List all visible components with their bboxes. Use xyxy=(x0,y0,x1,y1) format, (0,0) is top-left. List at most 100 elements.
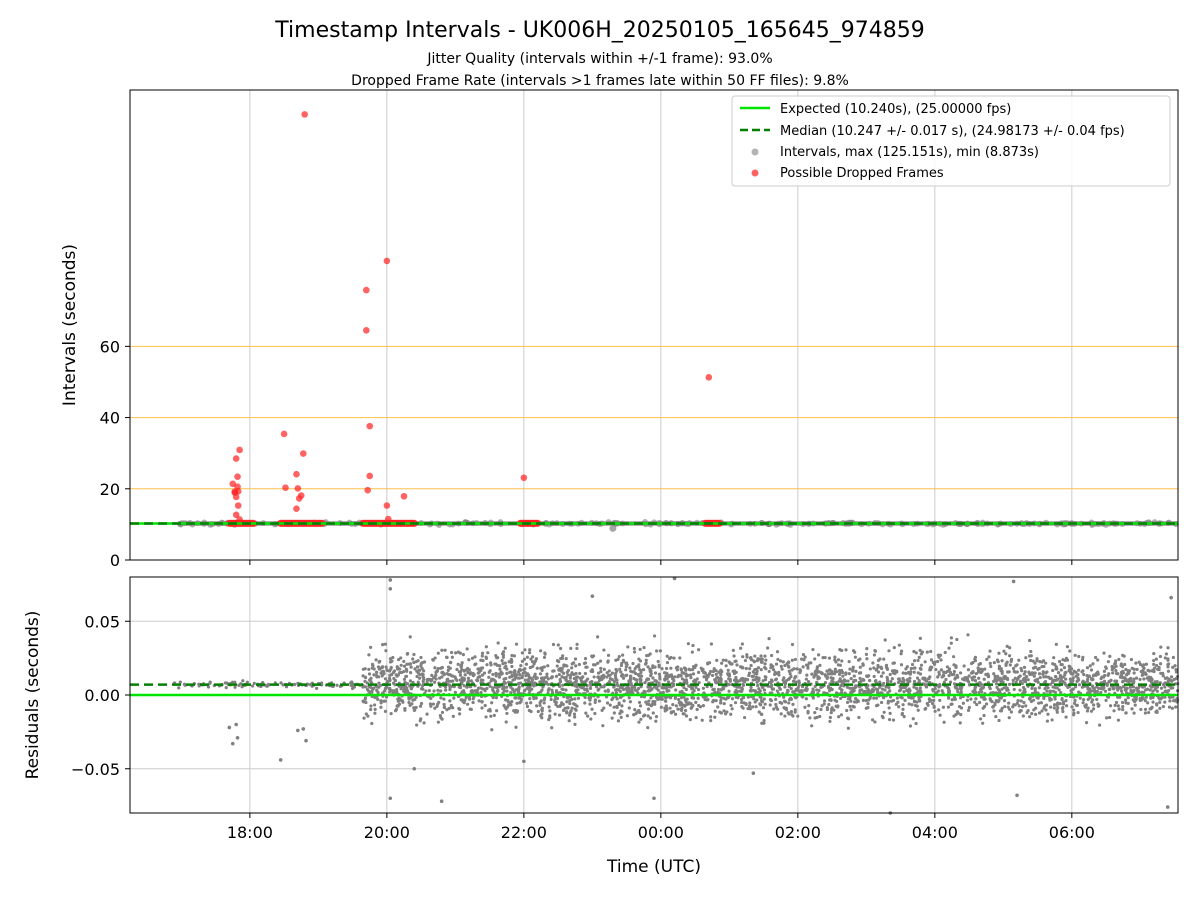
residual-point xyxy=(782,699,787,703)
residual-point xyxy=(1135,667,1139,672)
dropped-frame-point xyxy=(234,502,242,509)
residual-point xyxy=(683,678,688,683)
residual-point xyxy=(412,652,416,657)
legend-dropped-label: Possible Dropped Frames xyxy=(780,166,944,181)
residual-point xyxy=(925,701,929,706)
residual-point xyxy=(456,650,460,654)
residual-point xyxy=(934,667,938,672)
residual-point xyxy=(912,670,916,674)
residual-point xyxy=(1169,675,1174,679)
residual-point xyxy=(936,689,940,693)
residual-point xyxy=(807,661,811,665)
residual-point xyxy=(684,708,688,713)
residual-point xyxy=(788,697,792,702)
residual-point xyxy=(482,671,487,675)
residual-point xyxy=(573,697,577,701)
residual-point xyxy=(833,698,837,702)
residual-point xyxy=(757,710,761,714)
residual-point xyxy=(659,696,663,701)
residual-point xyxy=(377,685,381,689)
residual-point xyxy=(637,720,641,724)
residuals-y-axis-label: Residuals (seconds) xyxy=(23,611,43,780)
residual-point xyxy=(411,657,415,661)
residual-point xyxy=(696,696,700,700)
residual-point xyxy=(828,689,832,693)
residual-point xyxy=(633,667,637,671)
residual-point xyxy=(849,699,853,703)
residual-point xyxy=(966,680,971,684)
residual-point xyxy=(495,709,499,713)
residual-point xyxy=(789,674,793,679)
residual-point xyxy=(405,662,409,666)
residual-point xyxy=(633,650,637,654)
dropped-frame-point xyxy=(366,472,374,480)
residual-point xyxy=(836,704,840,708)
residual-point xyxy=(1033,671,1037,675)
residual-point xyxy=(1030,671,1034,675)
residual-point xyxy=(868,678,872,683)
residual-point xyxy=(1130,691,1134,695)
residuals-y-tick-label-1: 0.00 xyxy=(84,686,120,705)
residual-point xyxy=(954,665,958,669)
residual-point xyxy=(1065,645,1070,649)
residuals-y-axis: 0.050.00−0.05 xyxy=(71,612,130,779)
residual-point xyxy=(381,643,385,647)
residual-point xyxy=(695,677,699,681)
residual-point xyxy=(733,701,738,705)
residual-point xyxy=(881,671,885,675)
dropped-frame-point xyxy=(294,485,302,492)
x-tick-label-6: 06:00 xyxy=(1049,823,1095,842)
residual-point xyxy=(612,711,616,715)
residual-point xyxy=(586,714,590,718)
residual-point xyxy=(887,706,891,710)
residual-point xyxy=(701,686,705,690)
residual-point xyxy=(483,703,487,708)
residual-point xyxy=(440,710,445,715)
residual-point xyxy=(759,698,764,703)
residual-point xyxy=(607,669,611,673)
residual-point xyxy=(419,687,424,691)
residual-point xyxy=(914,686,919,690)
residual-point xyxy=(1055,686,1059,690)
residual-point xyxy=(947,646,951,650)
dropped-frame-point xyxy=(293,505,300,513)
residual-point xyxy=(899,663,904,667)
residual-point xyxy=(747,671,752,675)
residual-point xyxy=(728,677,732,682)
residual-point xyxy=(841,674,845,678)
residual-point xyxy=(233,685,237,689)
residual-point xyxy=(930,701,935,706)
residual-point xyxy=(1132,671,1136,675)
residual-point xyxy=(1151,689,1155,693)
residual-point xyxy=(848,704,852,709)
residual-point xyxy=(636,686,641,691)
residual-point xyxy=(530,687,534,691)
residual-point xyxy=(495,656,499,660)
residual-point xyxy=(827,702,831,707)
residual-point xyxy=(973,700,977,704)
residual-point xyxy=(1041,670,1045,674)
residual-point xyxy=(794,680,798,684)
residual-point xyxy=(603,689,607,693)
residual-point xyxy=(672,682,676,686)
residual-point xyxy=(617,702,621,706)
residual-point xyxy=(583,671,587,676)
residual-point xyxy=(838,677,842,681)
dropped-frame-point xyxy=(383,257,391,265)
residual-point xyxy=(763,675,767,679)
dropped-frame-point xyxy=(231,489,239,497)
residual-point xyxy=(1142,663,1146,667)
residual-point xyxy=(431,658,435,662)
residual-point xyxy=(749,689,753,693)
residual-point xyxy=(901,671,905,675)
residual-point xyxy=(988,686,992,691)
residual-point xyxy=(551,642,556,647)
residual-point xyxy=(395,665,399,669)
residual-point xyxy=(939,658,943,662)
residuals-y-tick-label-2: −0.05 xyxy=(71,760,120,779)
residual-point xyxy=(660,685,664,690)
residual-point xyxy=(1072,711,1076,715)
residual-point xyxy=(891,671,895,675)
residual-point xyxy=(651,676,655,680)
residual-point xyxy=(474,690,478,694)
